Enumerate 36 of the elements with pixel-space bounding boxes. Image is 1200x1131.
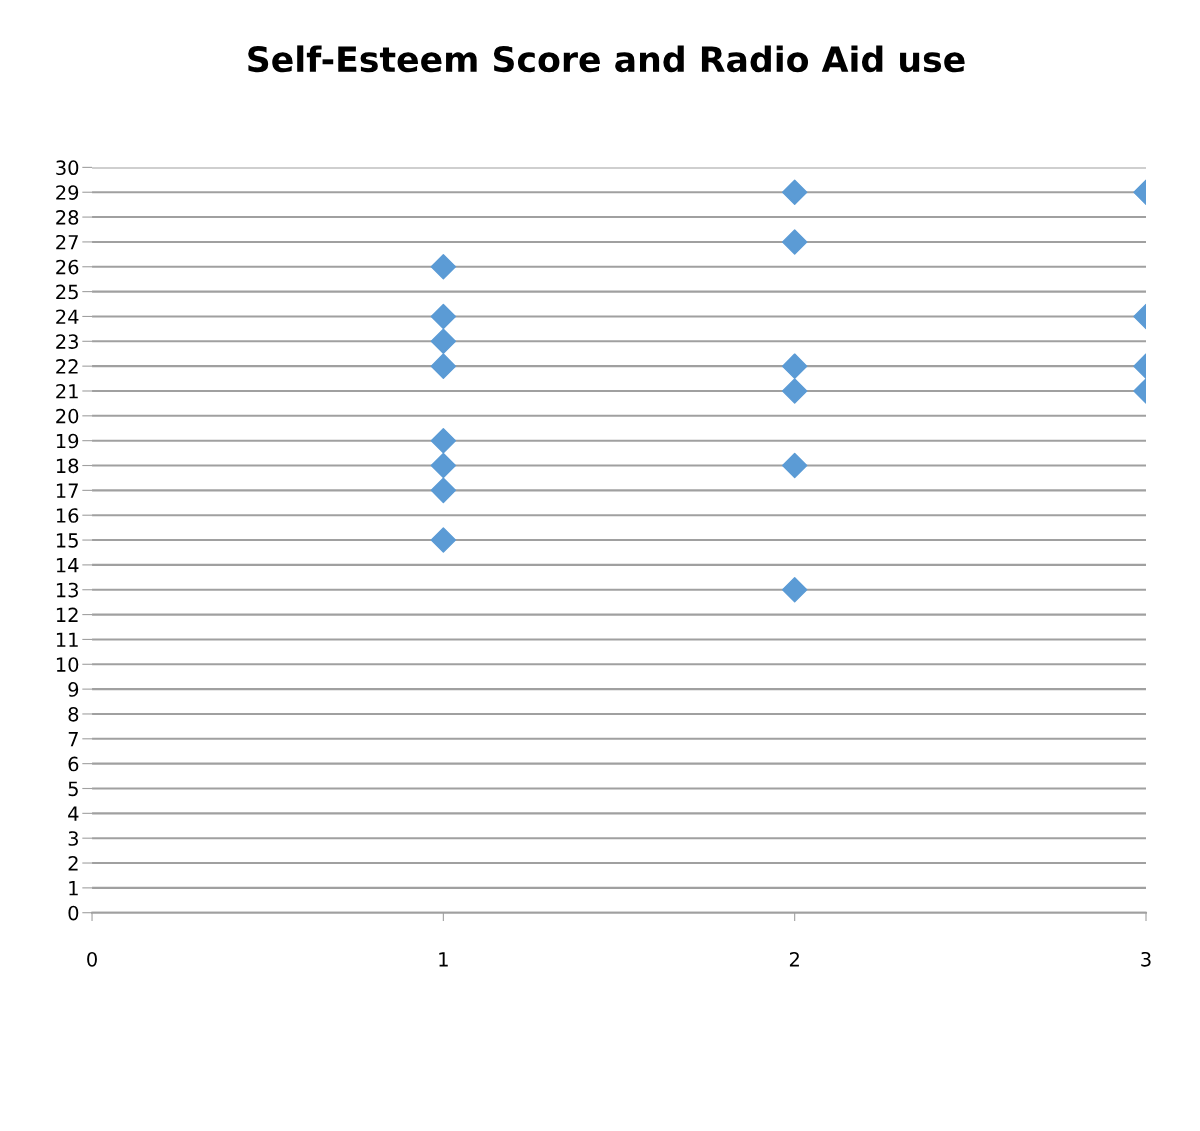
x-tick-label: 0 bbox=[87, 951, 97, 967]
chart-title: Self-Esteem Score and Radio Aid use bbox=[248, 45, 965, 73]
y-tick-label: 22 bbox=[56, 359, 78, 374]
x-tick-label: 1 bbox=[439, 952, 448, 967]
y-tick-label: 24 bbox=[56, 309, 79, 324]
x-tick-label: 2 bbox=[789, 951, 799, 967]
y-tick-label: 26 bbox=[56, 259, 79, 275]
y-tick-label: 6 bbox=[68, 756, 79, 772]
y-tick-label: 18 bbox=[56, 458, 79, 474]
y-tick-label: 16 bbox=[56, 508, 79, 523]
y-tick-label: 8 bbox=[68, 706, 79, 722]
y-tick-label: 9 bbox=[68, 682, 79, 697]
y-tick-label: 7 bbox=[68, 732, 78, 747]
y-tick-label: 21 bbox=[56, 383, 78, 399]
y-tick-label: 3 bbox=[68, 831, 78, 846]
y-tick-label: 4 bbox=[68, 806, 79, 821]
y-tick-label: 13 bbox=[56, 582, 78, 598]
y-tick-label: 1 bbox=[69, 881, 78, 896]
y-tick-label: 0 bbox=[68, 905, 79, 921]
y-tick-label: 2 bbox=[68, 855, 78, 871]
y-tick-label: 25 bbox=[56, 284, 78, 300]
y-tick-label: 28 bbox=[56, 210, 79, 225]
y-tick-label: 10 bbox=[56, 657, 79, 672]
y-tick-label: 20 bbox=[56, 408, 79, 424]
y-tick-label: 17 bbox=[56, 483, 78, 498]
y-tick-label: 15 bbox=[56, 533, 78, 548]
y-tick-label: 12 bbox=[56, 607, 78, 622]
y-tick-label: 27 bbox=[56, 234, 78, 250]
y-tick-label: 29 bbox=[56, 185, 79, 200]
x-tick-label: 3 bbox=[1141, 951, 1151, 967]
y-tick-label: 5 bbox=[68, 781, 78, 797]
y-tick-label: 23 bbox=[56, 334, 78, 349]
y-tick-label: 14 bbox=[56, 558, 79, 573]
y-tick-label: 19 bbox=[56, 433, 79, 449]
y-tick-label: 30 bbox=[56, 160, 79, 176]
y-tick-label: 11 bbox=[56, 632, 78, 647]
